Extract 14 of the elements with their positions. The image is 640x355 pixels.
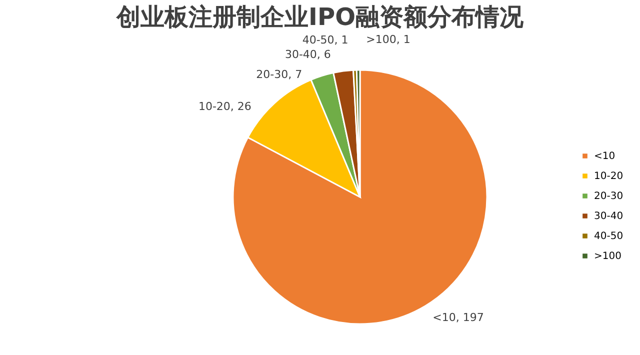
legend-label: 20-30 (594, 191, 624, 202)
legend-label: 30-40 (594, 211, 624, 222)
pie-slice (232, 69, 488, 325)
data-label: 30-40, 6 (284, 48, 331, 61)
legend-label: 40-50 (594, 231, 624, 242)
legend-label: <10 (594, 151, 616, 162)
data-label: <10, 197 (432, 310, 484, 324)
chart-title: 创业板注册制企业IPO融资额分布情况 (116, 3, 524, 32)
legend-label: 10-20 (594, 171, 624, 182)
legend-label: >100 (594, 251, 622, 262)
data-label: >100, 1 (366, 33, 410, 46)
data-label: 40-50, 1 (302, 33, 348, 46)
data-label: 20-30, 7 (256, 68, 302, 82)
data-label: 10-20, 26 (198, 100, 252, 114)
